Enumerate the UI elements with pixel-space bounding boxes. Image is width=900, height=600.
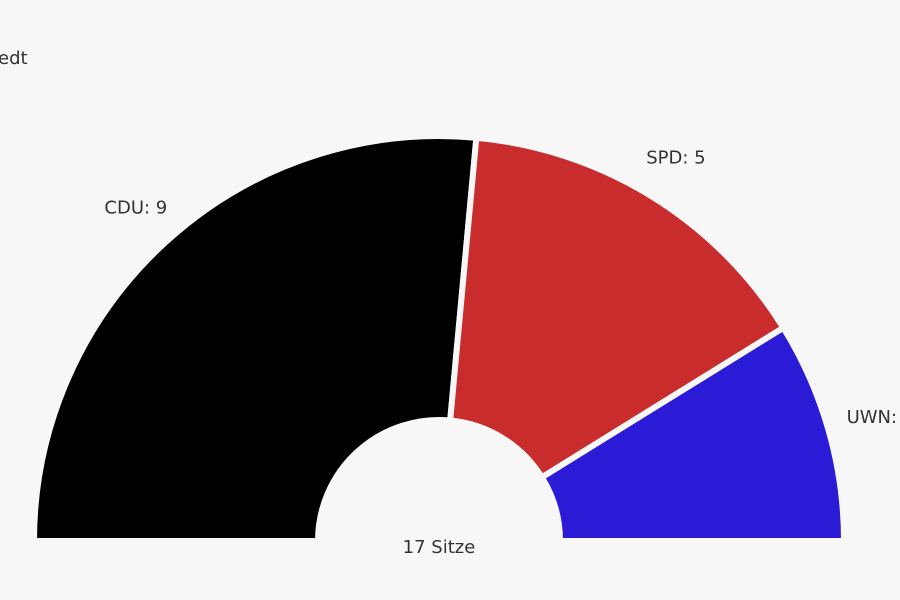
center-label: 17 Sitze <box>403 537 476 558</box>
seat-segment <box>30 133 480 544</box>
chart-title: edt <box>0 48 28 69</box>
segment-label: UWN: <box>847 407 898 428</box>
seat-segment <box>446 134 788 482</box>
segment-label: SPD: 5 <box>646 147 705 168</box>
seat-segment <box>537 323 848 544</box>
segment-label: CDU: 9 <box>104 197 167 218</box>
baseline-mask <box>0 542 900 547</box>
